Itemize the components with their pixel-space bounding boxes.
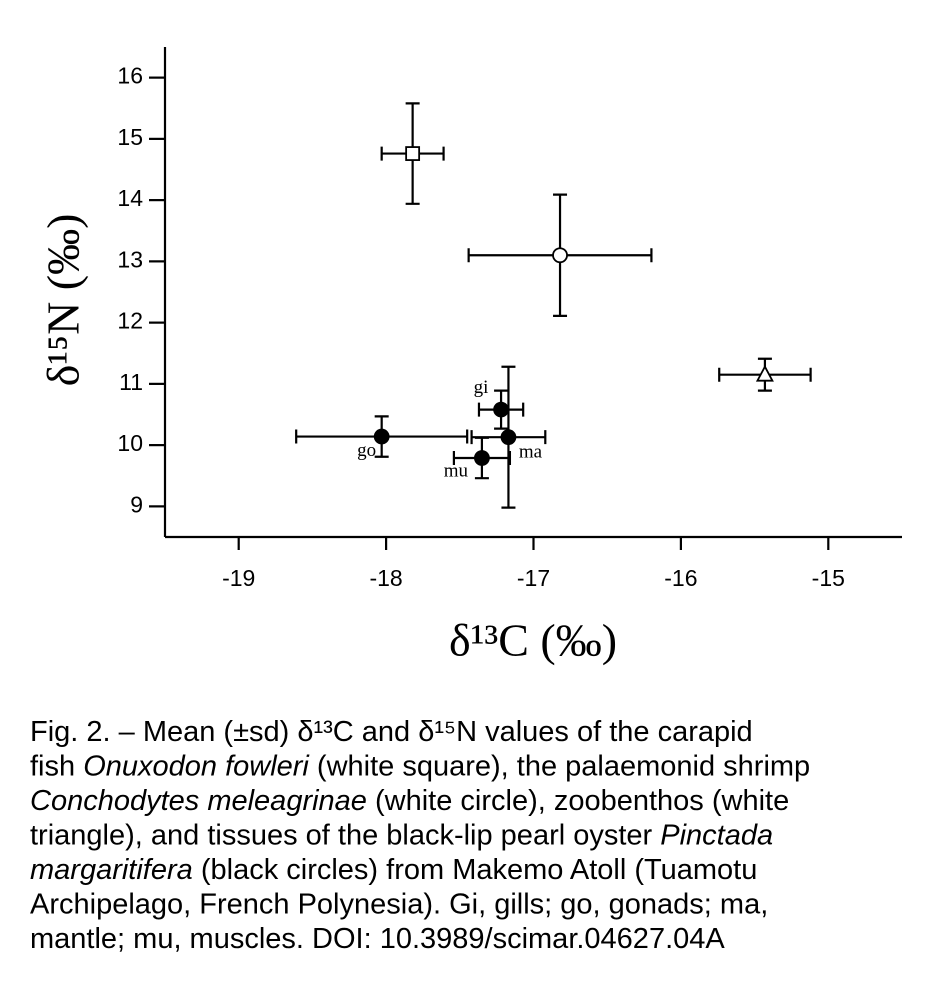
x-tick-label: -16 xyxy=(664,565,697,591)
marker xyxy=(405,146,421,161)
caption-text: margaritifera xyxy=(30,854,193,886)
marker xyxy=(474,450,490,466)
caption-text: mantle; mu, muscles. DOI: 10.3989/scimar… xyxy=(30,923,725,955)
caption-text: Conchodytes meleagrinae xyxy=(30,785,367,817)
x-axis-title: δ¹³C (‰) xyxy=(449,615,617,666)
marker xyxy=(500,429,517,446)
caption-line: Fig. 2. – Mean (±sd) δ¹³C and δ¹⁵N value… xyxy=(30,716,753,748)
caption-text: fish xyxy=(30,751,83,783)
marker xyxy=(552,247,568,264)
point-label: gi xyxy=(474,377,489,398)
marker xyxy=(755,364,774,382)
caption-text: Onuxodon fowleri xyxy=(83,751,310,783)
caption-line: fish Onuxodon fowleri (white square), th… xyxy=(30,751,810,783)
y-tick-label: 9 xyxy=(130,491,143,517)
y-tick-label: 14 xyxy=(117,185,143,211)
caption-text: Fig. 2. – Mean (±sd) δ¹³C and δ¹⁵N value… xyxy=(30,716,753,748)
x-tick-label: -15 xyxy=(812,565,845,591)
x-tick-label: -19 xyxy=(222,565,255,591)
point-label: ma xyxy=(519,442,543,463)
y-axis-title: δ¹⁵N (‰) xyxy=(38,214,89,387)
caption-text: (black circles) from Makemo Atoll (Tuamo… xyxy=(193,854,758,886)
y-tick-label: 12 xyxy=(117,308,143,334)
marker xyxy=(373,428,390,445)
caption-line: Conchodytes meleagrinae (white circle), … xyxy=(30,785,789,817)
x-tick-label: -17 xyxy=(517,565,550,591)
caption-text: (white circle), zoobenthos (white xyxy=(367,785,789,817)
caption-text: Archipelago, French Polynesia). Gi, gill… xyxy=(30,889,768,921)
caption-line: Archipelago, French Polynesia). Gi, gill… xyxy=(30,889,768,921)
y-tick-label: 10 xyxy=(117,430,143,456)
y-tick-label: 13 xyxy=(117,246,143,272)
y-tick-label: 11 xyxy=(119,369,143,395)
y-tick-label: 16 xyxy=(117,63,143,89)
caption-line: triangle), and tissues of the black-lip … xyxy=(30,820,773,852)
caption-line: margaritifera (black circles) from Makem… xyxy=(30,854,757,886)
y-tick-label: 15 xyxy=(117,124,143,150)
caption-text: triangle), and tissues of the black-lip … xyxy=(30,820,660,852)
point-label: mu xyxy=(444,460,469,481)
x-tick-label: -18 xyxy=(369,565,402,591)
point-label: go xyxy=(357,440,376,461)
marker xyxy=(493,401,509,418)
caption-text: (white square), the palaemonid shrimp xyxy=(309,751,810,783)
caption-text: Pinctada xyxy=(660,820,773,852)
caption-line: mantle; mu, muscles. DOI: 10.3989/scimar… xyxy=(30,923,725,955)
